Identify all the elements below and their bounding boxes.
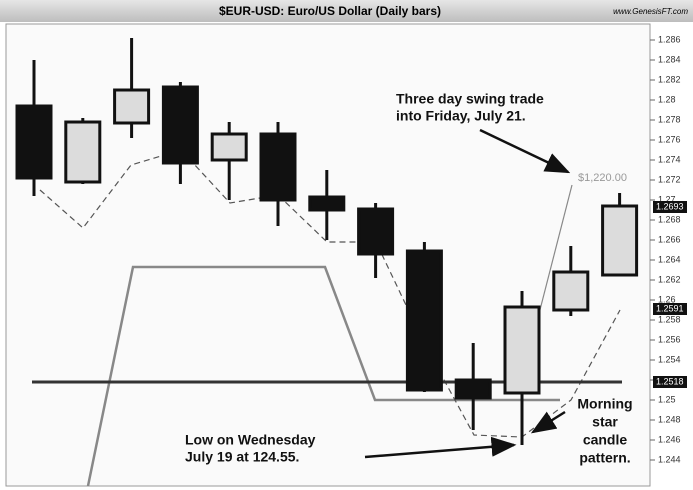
price-label-box	[653, 303, 687, 315]
y-tick-label: 1.248	[658, 414, 681, 424]
y-tick-label: 1.262	[658, 274, 681, 284]
y-tick-label: 1.284	[658, 54, 681, 64]
annotation: Three day swing trade	[396, 91, 544, 107]
candle-body	[308, 195, 346, 212]
candle-body	[113, 88, 151, 125]
candle-body	[161, 85, 199, 165]
y-tick-label: 1.25	[658, 394, 676, 404]
y-tick-label: 1.256	[658, 334, 681, 344]
candle-body	[405, 249, 443, 392]
annotation: into Friday, July 21.	[396, 108, 526, 124]
candle-body	[259, 132, 297, 202]
price-label: 1.2591	[656, 303, 684, 313]
annotation: star	[592, 414, 618, 430]
candle-body	[503, 305, 541, 395]
candle-body	[454, 378, 492, 400]
source: www.GenesisFT.com	[613, 7, 688, 16]
title-bar	[0, 0, 693, 22]
y-tick-label: 1.258	[658, 314, 681, 324]
y-tick-label: 1.272	[658, 174, 681, 184]
annotation: candle	[583, 432, 628, 448]
y-tick-label: 1.274	[658, 154, 681, 164]
arrow	[364, 436, 517, 459]
annotation: pattern.	[579, 450, 630, 466]
y-tick-label: 1.26	[658, 294, 676, 304]
y-tick-label: 1.278	[658, 114, 681, 124]
y-tick-label: 1.27	[658, 194, 676, 204]
price-label-box	[653, 201, 687, 213]
y-tick-label: 1.276	[658, 134, 681, 144]
y-tick-label: 1.244	[658, 454, 681, 464]
target-label: $1,220.00	[578, 172, 627, 184]
annotation: July 19 at 124.55.	[185, 449, 299, 465]
price-label: 1.2518	[656, 376, 684, 386]
candle-body	[552, 270, 590, 312]
y-tick-label: 1.264	[658, 254, 681, 264]
annotation: Morning	[577, 396, 632, 412]
y-tick-label: 1.282	[658, 74, 681, 84]
arrow	[530, 410, 566, 434]
indicator-line	[86, 265, 560, 487]
chart-title: $EUR-USD: Euro/US Dollar (Daily bars)	[219, 4, 441, 18]
y-tick-label: 1.246	[658, 434, 681, 444]
y-tick-label: 1.28	[658, 94, 676, 104]
candle-body	[210, 132, 248, 162]
candle-body	[64, 120, 102, 184]
y-tick-label: 1.286	[658, 34, 681, 44]
price-label: 1.2693	[656, 201, 684, 211]
y-tick-label: 1.254	[658, 354, 681, 364]
arrow	[479, 128, 571, 174]
annotation: Low on Wednesday	[185, 432, 316, 448]
y-tick-label: 1.268	[658, 214, 681, 224]
price-label-box	[653, 376, 687, 388]
candle-body	[357, 207, 395, 256]
candle-body	[601, 204, 639, 277]
candle-body	[15, 104, 53, 180]
y-tick-label: 1.266	[658, 234, 681, 244]
